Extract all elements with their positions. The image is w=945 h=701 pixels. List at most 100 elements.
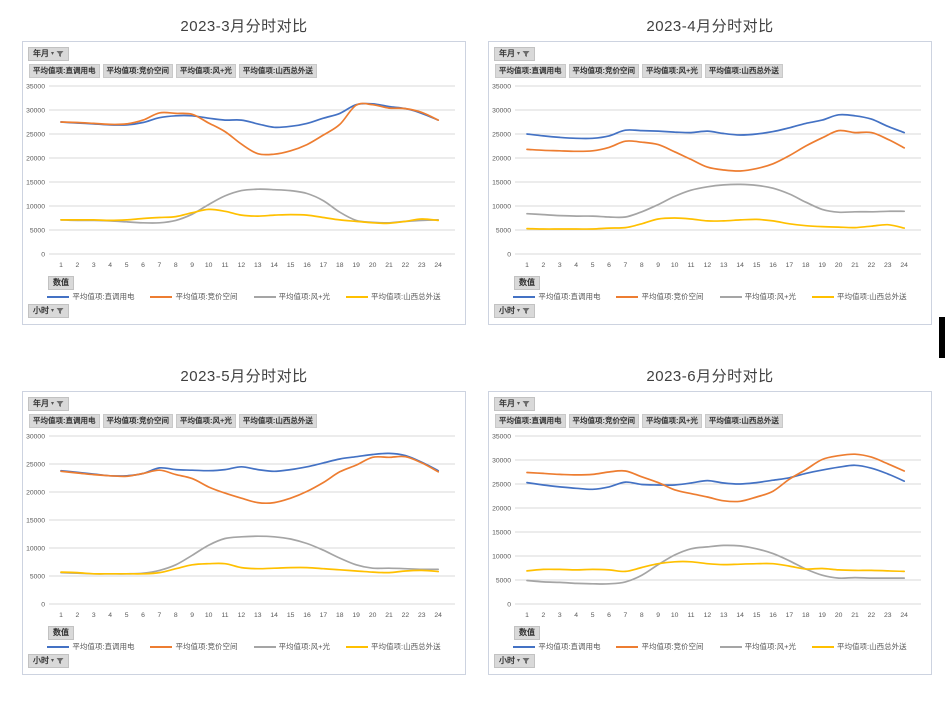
x-tick-label: 3 [92, 262, 96, 269]
legend-label: 平均值项:竞价空间 [175, 642, 238, 651]
y-tick-label: 15000 [492, 529, 511, 536]
y-tick-label: 35000 [492, 433, 511, 440]
x-tick-label: 16 [303, 262, 311, 269]
x-tick-label: 1 [59, 612, 63, 619]
x-tick-label: 6 [141, 262, 145, 269]
y-tick-label: 0 [41, 251, 45, 258]
y-tick-label: 20000 [492, 505, 511, 512]
legend-label: 平均值项:直调用电 [538, 292, 601, 301]
x-tick-label: 2 [542, 612, 546, 619]
legend-item: 平均值项:竞价空间 [150, 641, 238, 652]
x-tick-label: 2 [76, 612, 80, 619]
values-button-label: 数值 [53, 278, 69, 287]
y-tick-label: 15000 [26, 517, 45, 524]
x-tick-label: 15 [753, 262, 761, 269]
pivot-value-field-button[interactable]: 平均值项:竞价空间 [102, 414, 173, 428]
filter-funnel-icon [522, 51, 530, 57]
legend-label: 平均值项:风+光 [744, 642, 797, 651]
x-tick-label: 7 [624, 612, 628, 619]
pivot-value-field-button[interactable]: 平均值项:直调用电 [29, 414, 100, 428]
chart-title: 2023-5月分时对比 [180, 368, 308, 385]
x-tick-label: 6 [141, 612, 145, 619]
pivot-value-field-button[interactable]: 平均值项:山西总外送 [704, 414, 783, 428]
pivot-value-field-button[interactable]: 平均值项:风+光 [642, 414, 702, 428]
pivot-value-field-button[interactable]: 平均值项:竞价空间 [102, 64, 173, 78]
y-tick-label: 10000 [492, 203, 511, 210]
y-tick-label: 20000 [26, 489, 45, 496]
x-tick-label: 9 [190, 262, 194, 269]
x-tick-label: 3 [558, 612, 562, 619]
pivot-value-field-button[interactable]: 平均值项:风+光 [176, 414, 236, 428]
pivot-value-field-button[interactable]: 平均值项:山西总外送 [238, 414, 317, 428]
chart-title: 2023-6月分时对比 [646, 368, 774, 385]
x-tick-label: 11 [687, 262, 694, 269]
values-button[interactable]: 数值 [48, 276, 74, 290]
x-tick-label: 20 [835, 262, 843, 269]
values-button[interactable]: 数值 [48, 626, 74, 640]
x-axis-labels: 1 2 3 4 5 6 7 8 9 10 11 12 13 14 15 16 17 18 19 20 21 22 23 24 [59, 612, 442, 619]
pivot-chart-panel: 年月 ▾ 平均值项:直调用电 平均值项:竞价空间 平均值项:风+光 平均值项:山西总外… [488, 391, 932, 675]
legend-line-swatch [150, 645, 173, 648]
legend-label: 平均值项:山西总外送 [837, 642, 907, 651]
x-tick-label: 11 [221, 262, 228, 269]
pivot-value-field-button[interactable]: 平均值项:竞价空间 [568, 414, 639, 428]
x-tick-label: 2 [542, 262, 546, 269]
gridlines-and-y-axis: 0 5000 10000 15000 20000 25000 30000 35000 [492, 433, 921, 608]
y-tick-label: 10000 [492, 553, 511, 560]
y-tick-label: 20000 [26, 155, 45, 162]
x-tick-label: 14 [736, 262, 744, 269]
x-tick-label: 6 [607, 612, 611, 619]
chart-legend: 平均值项:直调用电 平均值项:竞价空间 平均值项:风+光 平均值项:山西总外送 [489, 291, 931, 302]
x-tick-label: 8 [640, 262, 644, 269]
pivot-value-field-button[interactable]: 平均值项:风+光 [176, 64, 236, 78]
pivot-value-field-button[interactable]: 平均值项:直调用电 [495, 64, 566, 78]
pivot-value-field-button[interactable]: 平均值项:竞价空间 [568, 64, 639, 78]
legend-label: 平均值项:山西总外送 [837, 292, 907, 301]
hour-axis-filter-button[interactable]: 小时 ▾ [494, 304, 536, 318]
year-month-filter-button[interactable]: 年月 ▾ [494, 397, 536, 411]
x-tick-label: 16 [303, 612, 311, 619]
year-month-filter-button[interactable]: 年月 ▾ [28, 47, 70, 61]
year-month-filter-button[interactable]: 年月 ▾ [28, 397, 70, 411]
x-tick-label: 3 [558, 262, 562, 269]
pivot-value-field-button[interactable]: 平均值项:山西总外送 [704, 64, 783, 78]
x-axis-labels: 1 2 3 4 5 6 7 8 9 10 11 12 13 14 15 16 17 18 19 20 21 22 23 24 [525, 262, 908, 269]
legend-line-swatch [346, 295, 369, 298]
x-tick-label: 17 [786, 262, 794, 269]
x-tick-label: 19 [818, 262, 826, 269]
legend-label: 平均值项:直调用电 [72, 642, 135, 651]
legend-label: 平均值项:竞价空间 [641, 292, 704, 301]
series-line-3 [526, 560, 906, 573]
x-tick-label: 4 [108, 612, 112, 619]
pivot-value-field-button[interactable]: 平均值项:风+光 [642, 64, 702, 78]
pivot-value-field-button[interactable]: 平均值项:山西总外送 [238, 64, 317, 78]
pivot-chart-panel: 年月 ▾ 平均值项:直调用电 平均值项:竞价空间 平均值项:风+光 平均值项:山西总外… [488, 41, 932, 325]
legend-line-swatch [513, 645, 536, 648]
y-tick-label: 30000 [492, 107, 511, 114]
x-axis-labels: 1 2 3 4 5 6 7 8 9 10 11 12 13 14 15 16 17 18 19 20 21 22 23 24 [525, 612, 908, 619]
year-month-filter-button[interactable]: 年月 ▾ [494, 47, 536, 61]
x-tick-label: 9 [656, 612, 660, 619]
chart-legend: 平均值项:直调用电 平均值项:竞价空间 平均值项:风+光 平均值项:山西总外送 [23, 291, 465, 302]
x-tick-label: 10 [205, 262, 213, 269]
values-button[interactable]: 数值 [514, 276, 540, 290]
pivot-chart-panel: 年月 ▾ 平均值项:直调用电 平均值项:竞价空间 平均值项:风+光 平均值项:山西总外… [22, 391, 466, 675]
pivot-value-field-button[interactable]: 平均值项:直调用电 [495, 414, 566, 428]
gridlines-and-y-axis: 0 5000 10000 15000 20000 25000 30000 35000 [26, 83, 455, 258]
hour-axis-filter-button[interactable]: 小时 ▾ [494, 654, 536, 668]
legend-item: 平均值项:直调用电 [513, 641, 600, 652]
x-tick-label: 1 [59, 262, 63, 269]
y-tick-label: 10000 [26, 203, 45, 210]
x-tick-label: 12 [238, 612, 246, 619]
x-tick-label: 16 [769, 612, 777, 619]
pivot-value-field-button[interactable]: 平均值项:直调用电 [29, 64, 100, 78]
x-tick-label: 10 [671, 612, 679, 619]
x-tick-label: 22 [868, 612, 876, 619]
values-button[interactable]: 数值 [514, 626, 540, 640]
hour-axis-filter-button[interactable]: 小时 ▾ [28, 304, 70, 318]
x-tick-label: 15 [753, 612, 761, 619]
filter-funnel-icon [56, 51, 64, 57]
hour-axis-filter-button[interactable]: 小时 ▾ [28, 654, 70, 668]
